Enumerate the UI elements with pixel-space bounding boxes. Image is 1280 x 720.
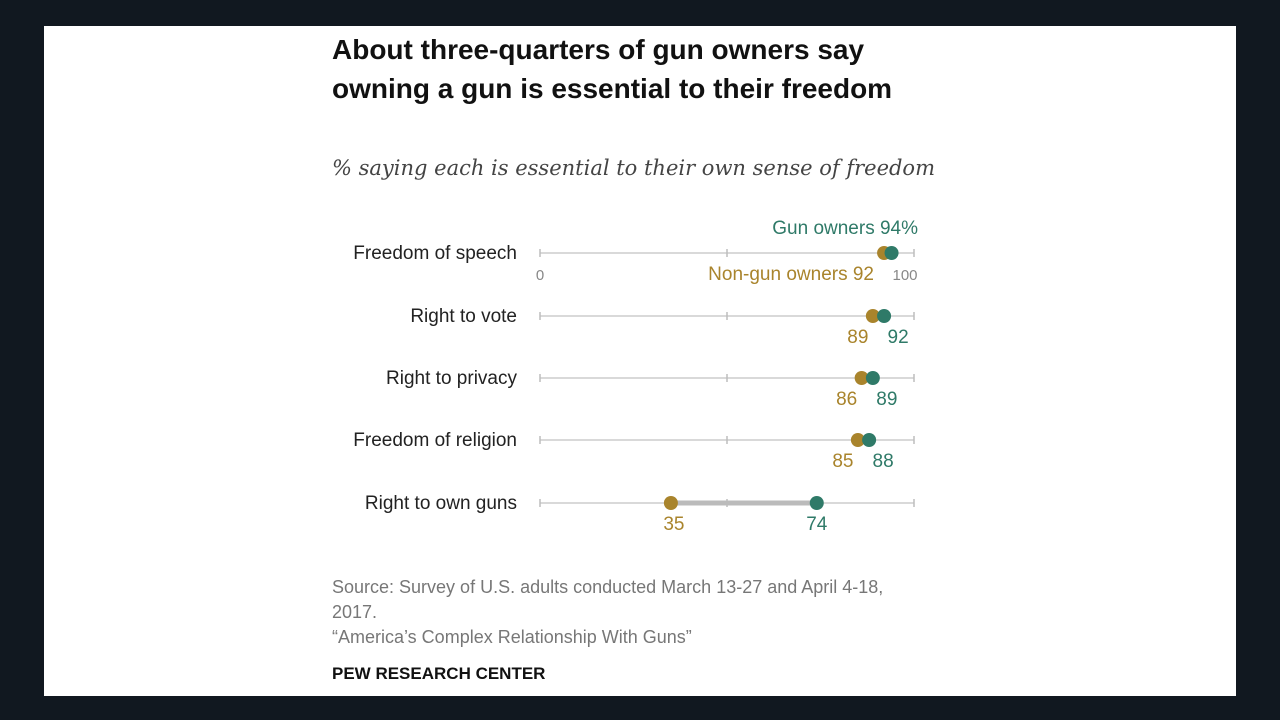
chart-subtitle: % saying each is essential to their own … [332, 156, 935, 180]
brand-logo-text: PEW RESEARCH CENTER [332, 664, 546, 683]
category-label: Right to vote [410, 306, 517, 327]
gun-owner-dot [865, 371, 880, 385]
non-gun-owners-legend-label: Non-gun owners 92 [708, 264, 874, 285]
gun-owner-value: 92 [888, 327, 909, 348]
gun-owner-value: 89 [876, 389, 897, 410]
gun-owner-value: 74 [806, 514, 828, 535]
category-label: Freedom of religion [353, 430, 517, 451]
gun-owner-dot [862, 433, 877, 447]
category-label: Right to own guns [365, 493, 517, 514]
non-gun-owner-dot [865, 309, 880, 323]
non-gun-owner-dot [850, 433, 865, 447]
non-gun-owner-value: 86 [836, 389, 857, 410]
gun-owner-dot [884, 246, 899, 260]
chart-panel [44, 26, 1236, 696]
category-label: Freedom of speech [353, 243, 517, 264]
non-gun-owner-value: 89 [847, 327, 868, 348]
tick-label-max: 100 [892, 267, 917, 284]
report-title: “America’s Complex Relationship With Gun… [332, 627, 692, 647]
gun-owner-dot [809, 496, 824, 510]
non-gun-owner-dot [663, 496, 678, 510]
gun-owner-dot [877, 309, 892, 323]
tick-label-min: 0 [536, 267, 544, 284]
source-line: Source: Survey of U.S. adults conducted … [332, 577, 884, 622]
chart-title: About three-quarters of gun owners say o… [332, 34, 893, 104]
source-note: Source: Survey of U.S. adults conducted … [332, 575, 932, 650]
non-gun-owner-value: 35 [663, 514, 684, 535]
non-gun-owner-dot [854, 371, 869, 385]
gun-owners-legend-label: Gun owners 94% [772, 218, 918, 239]
gun-owner-value: 88 [873, 451, 894, 472]
category-label: Right to privacy [386, 368, 517, 389]
non-gun-owner-value: 85 [832, 451, 853, 472]
